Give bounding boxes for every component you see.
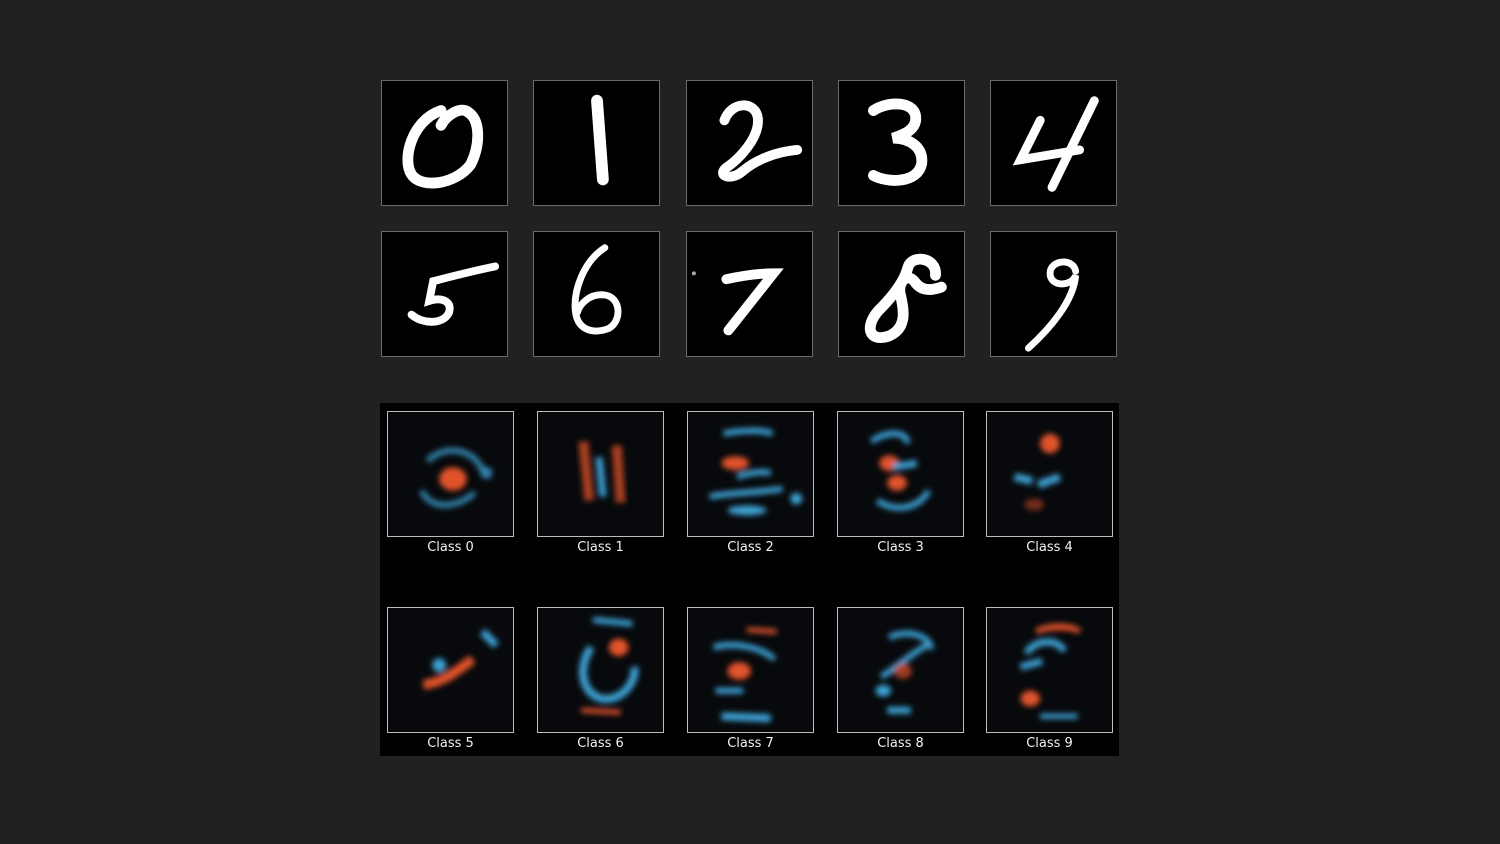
class-weight-image bbox=[537, 411, 664, 537]
class-label: Class 1 bbox=[577, 540, 624, 555]
digit-sample-4 bbox=[990, 80, 1117, 206]
digit-sample-3 bbox=[838, 80, 965, 206]
class-weight-image bbox=[837, 411, 964, 537]
class-label: Class 9 bbox=[1026, 736, 1073, 751]
class-weight-8: Class 8 bbox=[837, 607, 964, 752]
class-label: Class 0 bbox=[427, 540, 474, 555]
class-weight-1: Class 1 bbox=[537, 411, 664, 556]
digit-sample-5 bbox=[381, 231, 508, 357]
digit-sample-0 bbox=[381, 80, 508, 206]
class-weight-5: Class 5 bbox=[387, 607, 514, 752]
digit-sample-9 bbox=[990, 231, 1117, 357]
class-weight-image bbox=[986, 607, 1113, 733]
class-weight-image bbox=[687, 411, 814, 537]
class-weight-0: Class 0 bbox=[387, 411, 514, 556]
digit-sample-1 bbox=[533, 80, 660, 206]
class-weight-2: Class 2 bbox=[687, 411, 814, 556]
class-weight-image bbox=[687, 607, 814, 733]
class-label: Class 3 bbox=[877, 540, 924, 555]
class-label: Class 4 bbox=[1026, 540, 1073, 555]
class-weight-9: Class 9 bbox=[986, 607, 1113, 752]
class-weight-image bbox=[387, 607, 514, 733]
class-label: Class 2 bbox=[727, 540, 774, 555]
class-label: Class 5 bbox=[427, 736, 474, 751]
digit-sample-8 bbox=[838, 231, 965, 357]
class-weight-image bbox=[837, 607, 964, 733]
class-weight-image bbox=[986, 411, 1113, 537]
class-weight-4: Class 4 bbox=[986, 411, 1113, 556]
class-label: Class 6 bbox=[577, 736, 624, 751]
class-weight-image bbox=[537, 607, 664, 733]
class-weights-panel: Class 0 Class 1 Class 2 bbox=[380, 403, 1119, 756]
class-weight-3: Class 3 bbox=[837, 411, 964, 556]
class-weight-6: Class 6 bbox=[537, 607, 664, 752]
class-weight-image bbox=[387, 411, 514, 537]
class-label: Class 8 bbox=[877, 736, 924, 751]
digit-sample-7 bbox=[686, 231, 813, 357]
digit-sample-6 bbox=[533, 231, 660, 357]
class-weight-7: Class 7 bbox=[687, 607, 814, 752]
digit-sample-2 bbox=[686, 80, 813, 206]
class-label: Class 7 bbox=[727, 736, 774, 751]
